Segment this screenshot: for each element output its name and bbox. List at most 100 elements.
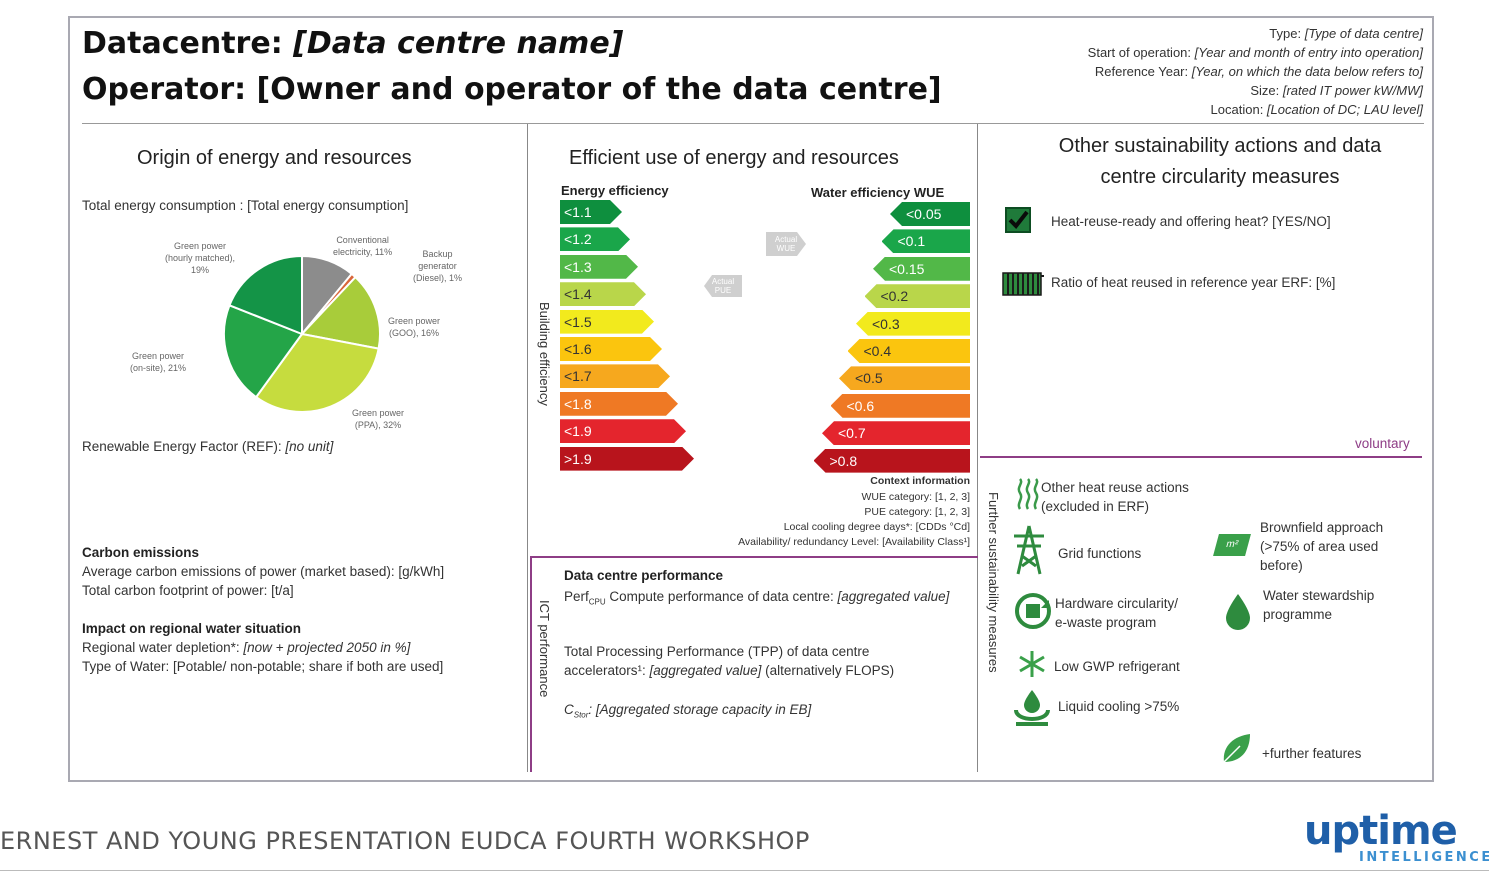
further-measures-label: Further sustainability measures xyxy=(986,492,1001,673)
uptime-logo-sub: INTELLIGENCE xyxy=(1359,850,1489,865)
storage-capacity: CStor: [Aggregated storage capacity in E… xyxy=(564,702,812,720)
efficiency-class-arrow: <1.3 xyxy=(560,255,638,279)
efficiency-class-arrow: <0.1 xyxy=(881,229,970,254)
actual-wue-marker: Actual WUE xyxy=(766,232,806,256)
performance-top-border xyxy=(530,556,978,558)
power-pylon-icon xyxy=(1014,525,1044,575)
header-meta: Type: [Type of data centre] Start of oper… xyxy=(1088,24,1423,119)
actual-pue-marker: Actual PUE xyxy=(704,275,742,297)
context-information: Context information WUE category: [1, 2,… xyxy=(640,474,970,554)
efficiency-class-arrow: <0.3 xyxy=(856,311,970,336)
carbon-total: Total carbon footprint of power: [t/a] xyxy=(82,583,294,598)
ict-performance-label: ICT performance xyxy=(537,600,552,698)
pie-slice xyxy=(254,332,380,413)
water-stewardship: Water stewardship programme xyxy=(1263,588,1375,622)
voluntary-label: voluntary xyxy=(1355,436,1410,451)
low-gwp-refrigerant: Low GWP refrigerant xyxy=(1054,659,1180,674)
efficiency-class-arrow: <1.5 xyxy=(560,310,654,334)
efficiency-class-arrow: >1.9 xyxy=(560,447,694,471)
pie-label-conventional: Conventional electricity, 11% xyxy=(333,235,393,257)
perf-cpu: PerfCPU Compute performance of data cent… xyxy=(564,589,950,607)
snowflake-icon xyxy=(1019,651,1045,677)
header-divider xyxy=(82,123,1424,124)
meta-line: Type: [Type of data centre] xyxy=(1269,26,1423,41)
datacentre-title: Datacentre: [Data centre name] xyxy=(82,26,624,61)
column-divider-2 xyxy=(977,124,978,772)
context-pue: PUE category: [1, 2, 3] xyxy=(864,506,970,518)
efficiency-class-arrow: <1.6 xyxy=(560,337,662,361)
pie-slice xyxy=(223,303,304,399)
tpp-line-1: Total Processing Performance (TPP) of da… xyxy=(564,644,870,659)
pie-slice xyxy=(228,254,303,336)
efficiency-heading: Efficient use of energy and resources xyxy=(569,147,899,169)
footer-divider xyxy=(0,870,1489,871)
efficiency-class-arrow: <0.15 xyxy=(873,256,970,281)
total-energy: Total energy consumption : [Total energy… xyxy=(82,198,409,213)
heat-reuse-ratio: Ratio of heat reused in reference year E… xyxy=(1051,275,1336,290)
efficiency-class-arrow: <1.4 xyxy=(560,282,646,306)
efficiency-class-arrow: <1.8 xyxy=(560,392,678,416)
performance-heading: Data centre performance xyxy=(564,568,724,583)
pue-scale: <1.1 <1.2 <1.3 <1.4 <1.5 <1.6 <1.7 <1.8 <1.9 >1.9 xyxy=(560,200,710,480)
efficiency-class-arrow: <1.1 xyxy=(560,200,622,224)
footer-caption: ERNEST AND YOUNG PRESENTATION EUDCA FOUR… xyxy=(0,827,810,855)
water-type: Type of Water: [Potable/ non-potable; sh… xyxy=(82,659,444,674)
efficiency-class-arrow: <0.6 xyxy=(830,393,970,418)
context-availability: Availability/ redundancy Level: [Availab… xyxy=(738,536,970,548)
meta-line: Start of operation: [Year and month of e… xyxy=(1087,45,1423,60)
liquid-cooling: Liquid cooling >75% xyxy=(1058,699,1180,714)
efficiency-class-arrow: <1.2 xyxy=(560,227,630,251)
pie-label-hourly: Green power (hourly matched), 19% xyxy=(165,241,236,275)
meta-line: Reference Year: [Year, on which the data… xyxy=(1094,64,1423,79)
radiator-icon xyxy=(1002,272,1044,296)
other-heat-reuse: Other heat reuse actions (excluded in ER… xyxy=(1041,480,1189,514)
efficiency-class-arrow: <0.05 xyxy=(890,202,970,226)
water-depletion: Regional water depletion*: [now + projec… xyxy=(82,640,411,655)
ref-line: Renewable Energy Factor (REF): [no unit] xyxy=(82,439,334,454)
carbon-average: Average carbon emissions of power (marke… xyxy=(82,564,445,579)
efficiency-class-arrow: <0.4 xyxy=(847,339,970,363)
energy-mix-pie xyxy=(223,254,381,413)
carbon-heading: Carbon emissions xyxy=(82,545,200,560)
efficiency-class-arrow: <1.7 xyxy=(560,364,670,388)
pie-slice xyxy=(300,275,381,350)
efficiency-class-arrow: <0.7 xyxy=(822,421,970,446)
energy-label-card xyxy=(68,16,1434,782)
meta-line: Location: [Location of DC; LAU level] xyxy=(1210,102,1423,117)
wue-scale: <0.05 <0.1 <0.15 <0.2 <0.3 <0.4 <0.5 <0.6 <0.7 >0… xyxy=(810,202,970,482)
operator-title: Operator: [Owner and operator of the dat… xyxy=(82,72,942,107)
checkbox-checked-icon xyxy=(1005,207,1031,233)
sustainability-heading: Other sustainability actions and data ce… xyxy=(1058,135,1382,188)
circular-chip-icon xyxy=(1015,593,1051,629)
context-heading: Context information xyxy=(870,475,970,487)
hardware-circularity: Hardware circularity/ e-waste program xyxy=(1055,596,1179,630)
meta-line: Size: [rated IT power kW/MW] xyxy=(1250,83,1423,98)
efficiency-class-arrow: <0.2 xyxy=(864,284,970,309)
tpp-line-2: accelerators¹: [aggregated value] (alter… xyxy=(564,663,895,678)
energy-efficiency-label: Energy efficiency xyxy=(561,183,669,198)
area-m2-icon: m² xyxy=(1213,534,1251,556)
uptime-logo: uptime xyxy=(1304,808,1458,854)
heat-waves-icon xyxy=(1017,478,1039,510)
efficiency-class-arrow: >0.8 xyxy=(813,448,970,473)
pie-label-goo: Green power (GOO), 16% xyxy=(388,316,441,338)
further-features: +further features xyxy=(1262,746,1362,761)
liquid-cooling-icon xyxy=(1014,690,1050,726)
pie-label-ppa: Green power (PPA), 32% xyxy=(352,408,405,430)
pie-label-backup: Backup generator (Diesel), 1% xyxy=(413,249,463,283)
water-drop-icon xyxy=(1226,594,1250,630)
voluntary-divider xyxy=(980,456,1422,458)
pie-label-onsite: Green power (on-site), 21% xyxy=(130,351,187,373)
origin-heading: Origin of energy and resources xyxy=(137,147,412,169)
efficiency-class-arrow: <0.5 xyxy=(839,366,970,391)
heat-reuse-ready: Heat-reuse-ready and offering heat? [YES… xyxy=(1051,214,1331,229)
water-efficiency-label: Water efficiency WUE xyxy=(811,185,945,200)
brownfield-approach: Brownfield approach (>75% of area used b… xyxy=(1260,520,1384,573)
leaf-icon xyxy=(1223,734,1250,763)
column-divider-1 xyxy=(527,124,528,772)
context-cdd: Local cooling degree days*: [CDDs °Cd] xyxy=(783,521,970,533)
grid-functions: Grid functions xyxy=(1058,546,1142,561)
context-wue: WUE category: [1, 2, 3] xyxy=(861,491,970,503)
water-heading: Impact on regional water situation xyxy=(82,621,302,636)
building-efficiency-label: Building efficiency xyxy=(537,302,552,406)
